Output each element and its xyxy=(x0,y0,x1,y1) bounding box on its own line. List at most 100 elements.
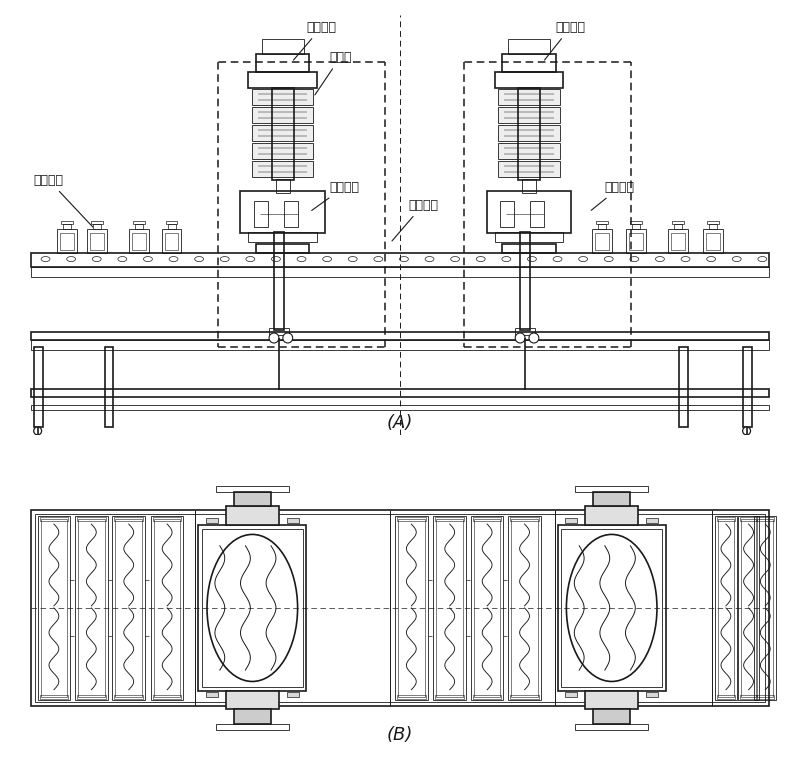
Bar xyxy=(646,518,658,523)
Bar xyxy=(575,486,648,492)
Bar xyxy=(593,492,630,507)
Bar xyxy=(252,107,314,123)
Bar xyxy=(41,519,67,697)
Text: 信盒垓: 信盒垓 xyxy=(315,50,352,95)
Bar xyxy=(757,695,774,699)
Ellipse shape xyxy=(220,256,229,262)
Bar xyxy=(566,518,578,523)
Bar xyxy=(678,347,687,427)
Bar xyxy=(646,692,658,697)
Bar xyxy=(585,507,638,525)
Ellipse shape xyxy=(527,256,536,262)
Bar xyxy=(38,516,70,700)
Bar xyxy=(113,516,145,700)
Bar xyxy=(498,143,559,159)
Bar xyxy=(435,517,464,521)
Bar xyxy=(105,347,114,427)
Ellipse shape xyxy=(322,256,331,262)
Text: 拆垓过程: 拆垓过程 xyxy=(545,21,586,60)
Bar xyxy=(206,692,218,697)
Bar xyxy=(30,405,770,410)
Bar xyxy=(154,519,181,697)
Bar xyxy=(530,201,544,227)
Bar xyxy=(630,233,643,250)
Ellipse shape xyxy=(732,256,741,262)
Bar xyxy=(62,221,73,224)
Bar xyxy=(595,233,609,250)
Bar xyxy=(30,510,770,707)
Bar xyxy=(562,530,662,687)
Bar xyxy=(672,221,683,224)
Text: 单个信盒: 单个信盒 xyxy=(34,174,93,227)
Bar xyxy=(703,229,723,253)
Ellipse shape xyxy=(194,256,203,262)
Bar xyxy=(498,161,559,177)
Bar xyxy=(40,695,68,699)
Bar xyxy=(256,244,310,253)
Ellipse shape xyxy=(118,256,126,262)
Bar xyxy=(114,695,143,699)
Bar xyxy=(486,191,571,233)
Ellipse shape xyxy=(630,256,638,262)
Bar xyxy=(60,233,74,250)
Bar xyxy=(30,332,770,340)
Bar xyxy=(234,710,271,724)
Ellipse shape xyxy=(476,256,485,262)
Circle shape xyxy=(283,333,293,343)
Bar xyxy=(522,179,536,193)
Ellipse shape xyxy=(553,256,562,262)
Bar xyxy=(132,233,146,250)
Bar xyxy=(153,517,182,521)
Bar xyxy=(286,518,298,523)
Ellipse shape xyxy=(271,256,280,262)
Bar xyxy=(471,516,503,700)
Bar xyxy=(717,517,734,521)
Bar xyxy=(276,179,290,193)
Bar xyxy=(715,516,737,700)
Bar xyxy=(575,724,648,730)
Bar xyxy=(77,517,106,521)
Bar xyxy=(740,517,758,521)
Bar xyxy=(87,229,106,253)
Bar xyxy=(254,201,268,227)
Bar xyxy=(202,530,302,687)
Bar xyxy=(114,517,143,521)
Bar xyxy=(632,224,640,229)
Bar xyxy=(558,525,666,691)
Bar xyxy=(252,89,314,105)
Ellipse shape xyxy=(450,256,459,262)
Bar xyxy=(252,161,314,177)
Bar xyxy=(596,221,608,224)
Ellipse shape xyxy=(374,256,382,262)
Bar xyxy=(630,221,642,224)
Bar xyxy=(668,229,687,253)
Bar xyxy=(34,513,766,702)
Bar xyxy=(498,107,559,123)
Bar xyxy=(758,519,773,697)
Bar xyxy=(474,519,501,697)
Bar xyxy=(30,340,770,350)
Bar xyxy=(494,72,563,89)
Text: (A): (A) xyxy=(387,414,413,432)
Bar xyxy=(256,54,310,72)
Bar xyxy=(58,229,77,253)
Ellipse shape xyxy=(41,256,50,262)
Bar xyxy=(395,516,427,700)
Bar xyxy=(508,516,541,700)
Bar xyxy=(510,517,539,521)
Bar xyxy=(709,224,717,229)
Bar xyxy=(510,695,539,699)
Bar xyxy=(135,224,143,229)
Bar xyxy=(269,328,289,335)
Bar xyxy=(520,232,530,330)
Bar xyxy=(502,244,555,253)
Text: 传输机构: 传输机构 xyxy=(392,198,438,241)
Ellipse shape xyxy=(425,256,434,262)
Bar xyxy=(740,695,758,699)
Bar xyxy=(706,233,720,250)
Ellipse shape xyxy=(655,256,664,262)
Bar xyxy=(397,517,426,521)
Bar xyxy=(115,519,142,697)
Bar xyxy=(248,72,318,89)
Circle shape xyxy=(529,333,539,343)
